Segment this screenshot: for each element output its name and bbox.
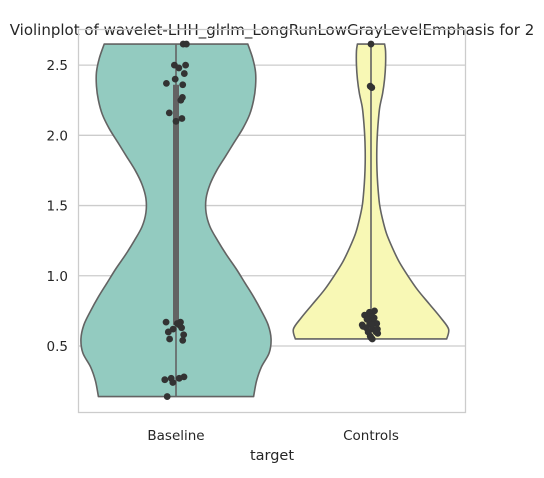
y-tick-label: 1.0: [47, 269, 68, 285]
data-point: [162, 318, 170, 326]
data-point: [178, 324, 186, 332]
x-axis-label: target: [250, 448, 294, 464]
data-point: [371, 307, 378, 315]
data-point: [179, 81, 187, 89]
data-point: [183, 40, 190, 48]
y-tick-label: 2.0: [47, 128, 68, 144]
data-point: [175, 374, 183, 382]
data-point: [163, 393, 171, 400]
data-point: [166, 335, 174, 343]
data-point: [177, 96, 185, 104]
data-point: [179, 336, 187, 344]
data-point: [180, 331, 188, 339]
strip-points: [161, 40, 382, 400]
data-point: [175, 64, 183, 72]
data-point: [169, 379, 177, 386]
y-tick-label: 1.5: [47, 199, 68, 215]
y-tick-label: 0.5: [47, 339, 68, 355]
plot-frame: [77, 28, 467, 414]
y-tick-label: 2.5: [47, 58, 68, 74]
chart-title: Violinplot of wavelet-LHH_glrlm_LongRunL…: [10, 21, 535, 40]
x-tick-label: Controls: [343, 428, 399, 444]
data-point: [178, 115, 186, 122]
violins: [80, 43, 450, 398]
data-point: [182, 61, 190, 69]
data-point: [368, 335, 376, 343]
data-point: [161, 376, 169, 384]
data-point: [372, 328, 380, 336]
data-point: [368, 84, 376, 91]
data-point: [164, 328, 172, 336]
x-tick-labels: Baseline Controls: [147, 428, 399, 444]
data-point: [367, 40, 375, 48]
data-point: [172, 117, 180, 125]
data-point: [171, 75, 179, 83]
x-tick-label: Baseline: [147, 428, 204, 444]
y-tick-labels: 0.5 1.0 1.5 2.0 2.5: [47, 58, 68, 355]
data-point: [163, 79, 170, 87]
data-point: [165, 109, 173, 117]
data-point: [180, 70, 188, 77]
